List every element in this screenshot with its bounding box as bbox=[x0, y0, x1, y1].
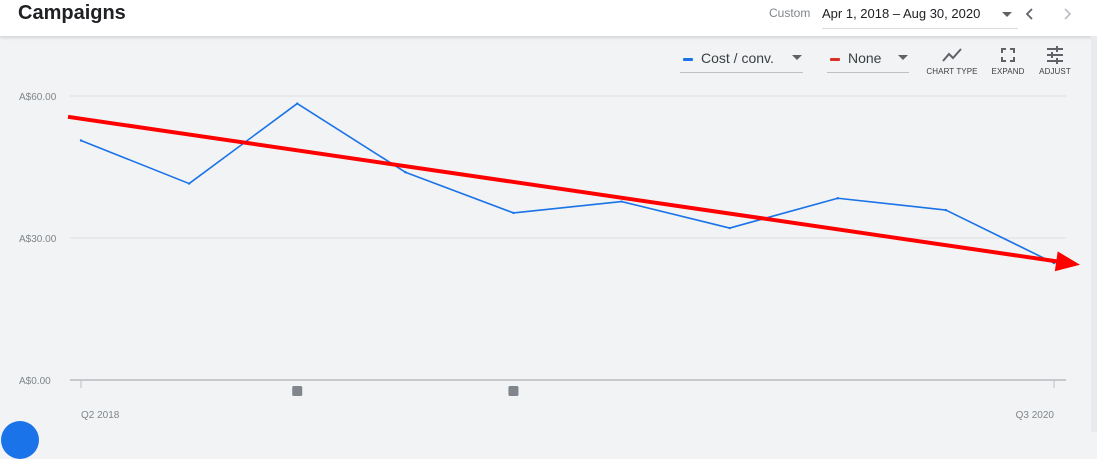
x-axis: Q2 2018 Q3 2020 bbox=[80, 380, 1055, 421]
metric-2-swatch bbox=[830, 58, 840, 61]
fullscreen-icon bbox=[1001, 48, 1015, 62]
metric-2-label: None bbox=[848, 50, 882, 66]
caret-down-icon bbox=[898, 55, 908, 60]
expand-button[interactable]: EXPAND bbox=[988, 46, 1028, 86]
trend-annotation bbox=[67, 114, 1080, 272]
y-axis: A$60.00 A$30.00 A$0.00 bbox=[19, 92, 57, 387]
page-header: Campaigns Custom Apr 1, 2018 – Aug 30, 2… bbox=[0, 0, 1097, 37]
x-tick-label: Q2 2018 bbox=[81, 410, 120, 421]
data-point bbox=[512, 211, 515, 215]
date-range-select[interactable]: Apr 1, 2018 – Aug 30, 2020 bbox=[822, 2, 1018, 29]
chevron-right-icon bbox=[1064, 8, 1072, 20]
performance-chart: A$60.00 A$30.00 A$0.00 Q2 2018 Q3 2020 bbox=[19, 92, 1080, 421]
page-title: Campaigns bbox=[18, 2, 126, 24]
date-range-value: Apr 1, 2018 – Aug 30, 2020 bbox=[822, 6, 981, 21]
next-period-button[interactable] bbox=[1058, 5, 1076, 23]
data-point bbox=[620, 200, 623, 203]
chevron-left-icon bbox=[1025, 8, 1033, 20]
data-point bbox=[728, 226, 731, 230]
chart-type-label: CHART TYPE bbox=[926, 67, 978, 76]
tune-icon bbox=[1047, 46, 1063, 64]
metric-2-select[interactable]: None bbox=[827, 46, 909, 73]
caret-down-icon bbox=[792, 55, 802, 60]
metric-1-label: Cost / conv. bbox=[701, 50, 774, 66]
event-marker bbox=[508, 386, 519, 396]
scrollbar[interactable] bbox=[1091, 36, 1097, 432]
data-point bbox=[944, 208, 948, 212]
y-tick-label: A$60.00 bbox=[19, 92, 57, 103]
chart-type-button[interactable]: CHART TYPE bbox=[924, 46, 980, 86]
line-chart-icon bbox=[942, 48, 962, 62]
x-tick-label: Q3 2020 bbox=[1016, 410, 1055, 421]
data-point bbox=[187, 182, 191, 185]
expand-label: EXPAND bbox=[991, 67, 1025, 76]
metric-1-select[interactable]: Cost / conv. bbox=[680, 46, 803, 73]
adjust-button[interactable]: ADJUST bbox=[1035, 46, 1075, 86]
trend-arrow-head bbox=[1054, 251, 1080, 272]
y-tick-label: A$30.00 bbox=[19, 234, 57, 245]
event-marker bbox=[292, 386, 303, 396]
y-tick-label: A$0.00 bbox=[19, 376, 51, 387]
add-button[interactable] bbox=[1, 421, 39, 459]
metric-1-swatch bbox=[683, 58, 693, 61]
adjust-label: ADJUST bbox=[1039, 67, 1071, 76]
data-point bbox=[296, 102, 299, 105]
data-point bbox=[836, 197, 839, 200]
trend-arrow-line bbox=[67, 114, 1063, 265]
previous-period-button[interactable] bbox=[1021, 5, 1039, 23]
date-range-type-label: Custom bbox=[769, 6, 811, 20]
caret-down-icon bbox=[1002, 12, 1012, 17]
data-point bbox=[404, 171, 407, 174]
data-point bbox=[79, 139, 83, 142]
event-markers bbox=[292, 386, 519, 396]
